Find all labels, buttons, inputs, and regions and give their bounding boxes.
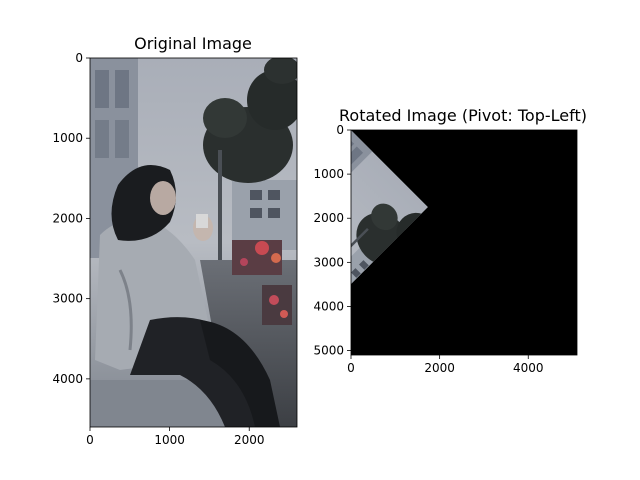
original-y-tick-label: 4000 — [52, 372, 83, 386]
original-x-tick-label: 1000 — [154, 433, 185, 447]
rotated-x-tick-label: 4000 — [513, 361, 544, 375]
rotated-y-tick-label: 4000 — [313, 299, 344, 313]
original-y-tick-label: 2000 — [52, 211, 83, 225]
original-image-title: Original Image — [134, 34, 252, 53]
original-x-axis: 0 1000 2000 — [86, 427, 265, 447]
rotated-x-tick-label: 0 — [347, 361, 355, 375]
original-y-tick-label: 0 — [75, 51, 83, 65]
original-photo — [90, 58, 297, 427]
rotated-image-title: Rotated Image (Pivot: Top-Left) — [339, 106, 587, 125]
original-y-tick-label: 1000 — [52, 131, 83, 145]
rotated-x-axis: 0 2000 4000 — [347, 355, 544, 375]
original-y-tick-label: 3000 — [52, 292, 83, 306]
original-image-subplot: Original Image 0 1000 2000 0 1000 2000 3000 40… — [52, 34, 298, 447]
rotated-y-axis: 0 1000 2000 3000 4000 5000 — [313, 123, 351, 358]
rotated-image-subplot: Rotated Image (Pivot: Top-Left) 0 2000 400… — [313, 106, 587, 375]
original-y-axis: 0 1000 2000 3000 4000 — [52, 51, 90, 386]
rotated-y-tick-label: 5000 — [313, 344, 344, 358]
rotated-y-tick-label: 2000 — [313, 211, 344, 225]
original-x-tick-label: 0 — [86, 433, 94, 447]
original-x-tick-label: 2000 — [234, 433, 265, 447]
rotated-image-frame — [350, 129, 578, 356]
rotated-x-tick-label: 2000 — [424, 361, 455, 375]
rotated-y-tick-label: 0 — [336, 123, 344, 137]
rotated-y-tick-label: 3000 — [313, 255, 344, 269]
original-image-frame — [89, 57, 298, 428]
rotated-y-tick-label: 1000 — [313, 167, 344, 181]
